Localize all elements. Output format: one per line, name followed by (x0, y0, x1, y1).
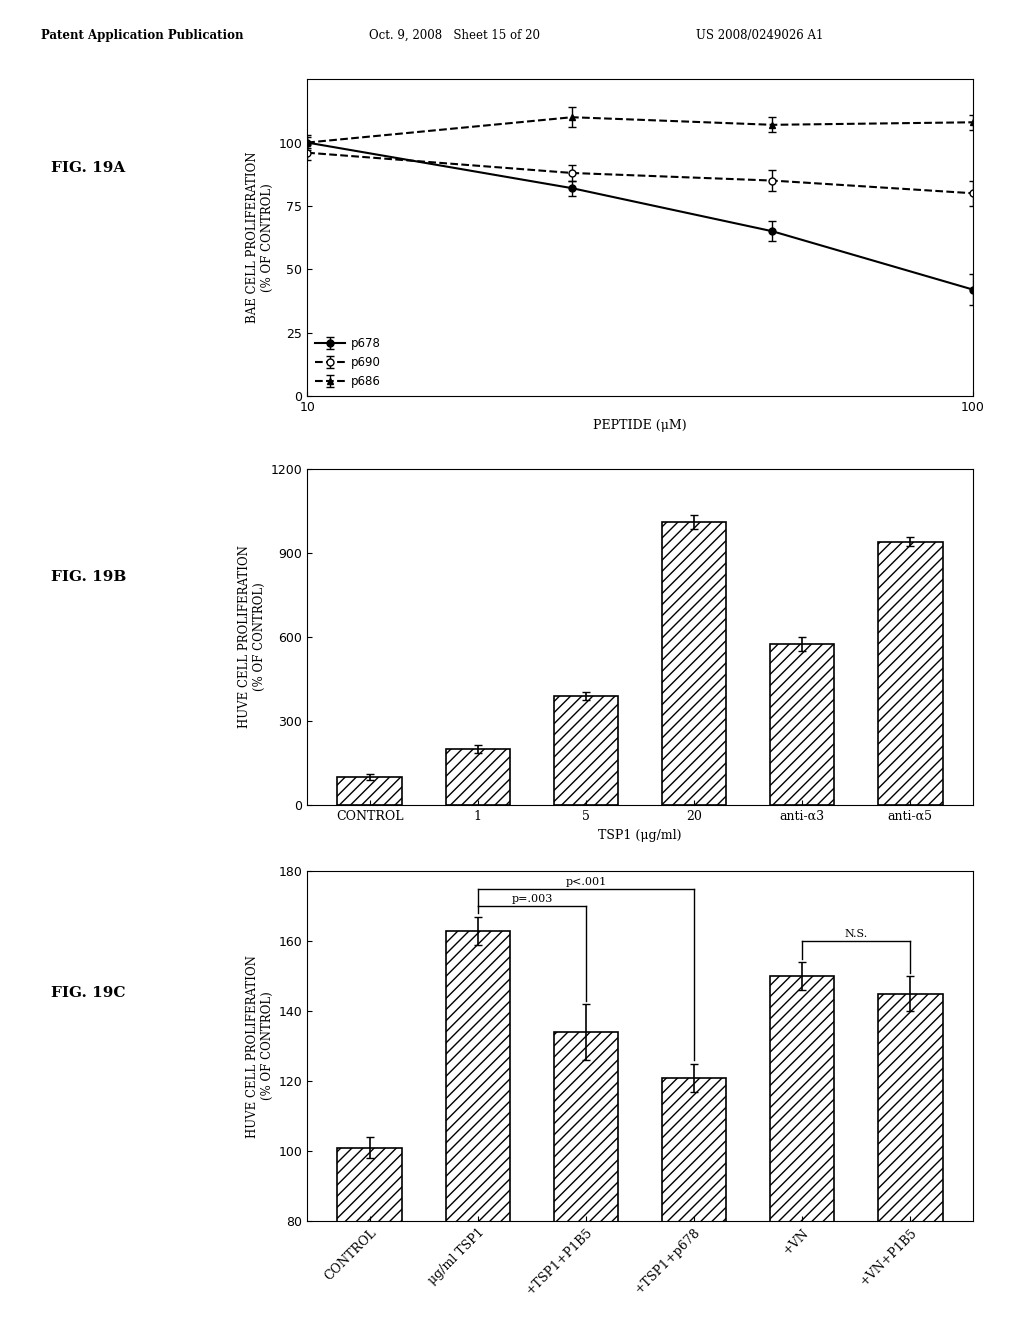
Y-axis label: HUVE CELL PROLIFERATION
(% OF CONTROL): HUVE CELL PROLIFERATION (% OF CONTROL) (247, 954, 274, 1138)
Text: N.S.: N.S. (845, 929, 867, 940)
Bar (770, 644, 835, 805)
Bar (445, 748, 510, 805)
Text: US 2008/0249026 A1: US 2008/0249026 A1 (696, 29, 823, 42)
Bar (662, 521, 726, 805)
Bar (662, 1077, 726, 1320)
Bar (554, 1032, 618, 1320)
X-axis label: TSP1 (μg/ml): TSP1 (μg/ml) (598, 829, 682, 842)
Bar (554, 696, 618, 805)
Legend: p678, p690, p686: p678, p690, p686 (313, 334, 383, 391)
Text: Oct. 9, 2008   Sheet 15 of 20: Oct. 9, 2008 Sheet 15 of 20 (369, 29, 540, 42)
Bar (338, 777, 402, 805)
Bar (445, 931, 510, 1320)
Bar (878, 541, 942, 805)
Bar (338, 1147, 402, 1320)
Text: FIG. 19B: FIG. 19B (51, 570, 127, 583)
X-axis label: PEPTIDE (μM): PEPTIDE (μM) (593, 420, 687, 433)
Text: FIG. 19A: FIG. 19A (51, 161, 126, 174)
Text: Patent Application Publication: Patent Application Publication (41, 29, 244, 42)
Text: p<.001: p<.001 (565, 876, 606, 887)
Y-axis label: BAE CELL PROLIFERATION
(% OF CONTROL): BAE CELL PROLIFERATION (% OF CONTROL) (247, 152, 274, 323)
Y-axis label: HUVE CELL PROLIFERATION
(% OF CONTROL): HUVE CELL PROLIFERATION (% OF CONTROL) (239, 545, 266, 729)
Text: p=.003: p=.003 (511, 895, 553, 904)
Text: FIG. 19C: FIG. 19C (51, 986, 126, 999)
Bar (878, 994, 942, 1320)
Bar (770, 977, 835, 1320)
